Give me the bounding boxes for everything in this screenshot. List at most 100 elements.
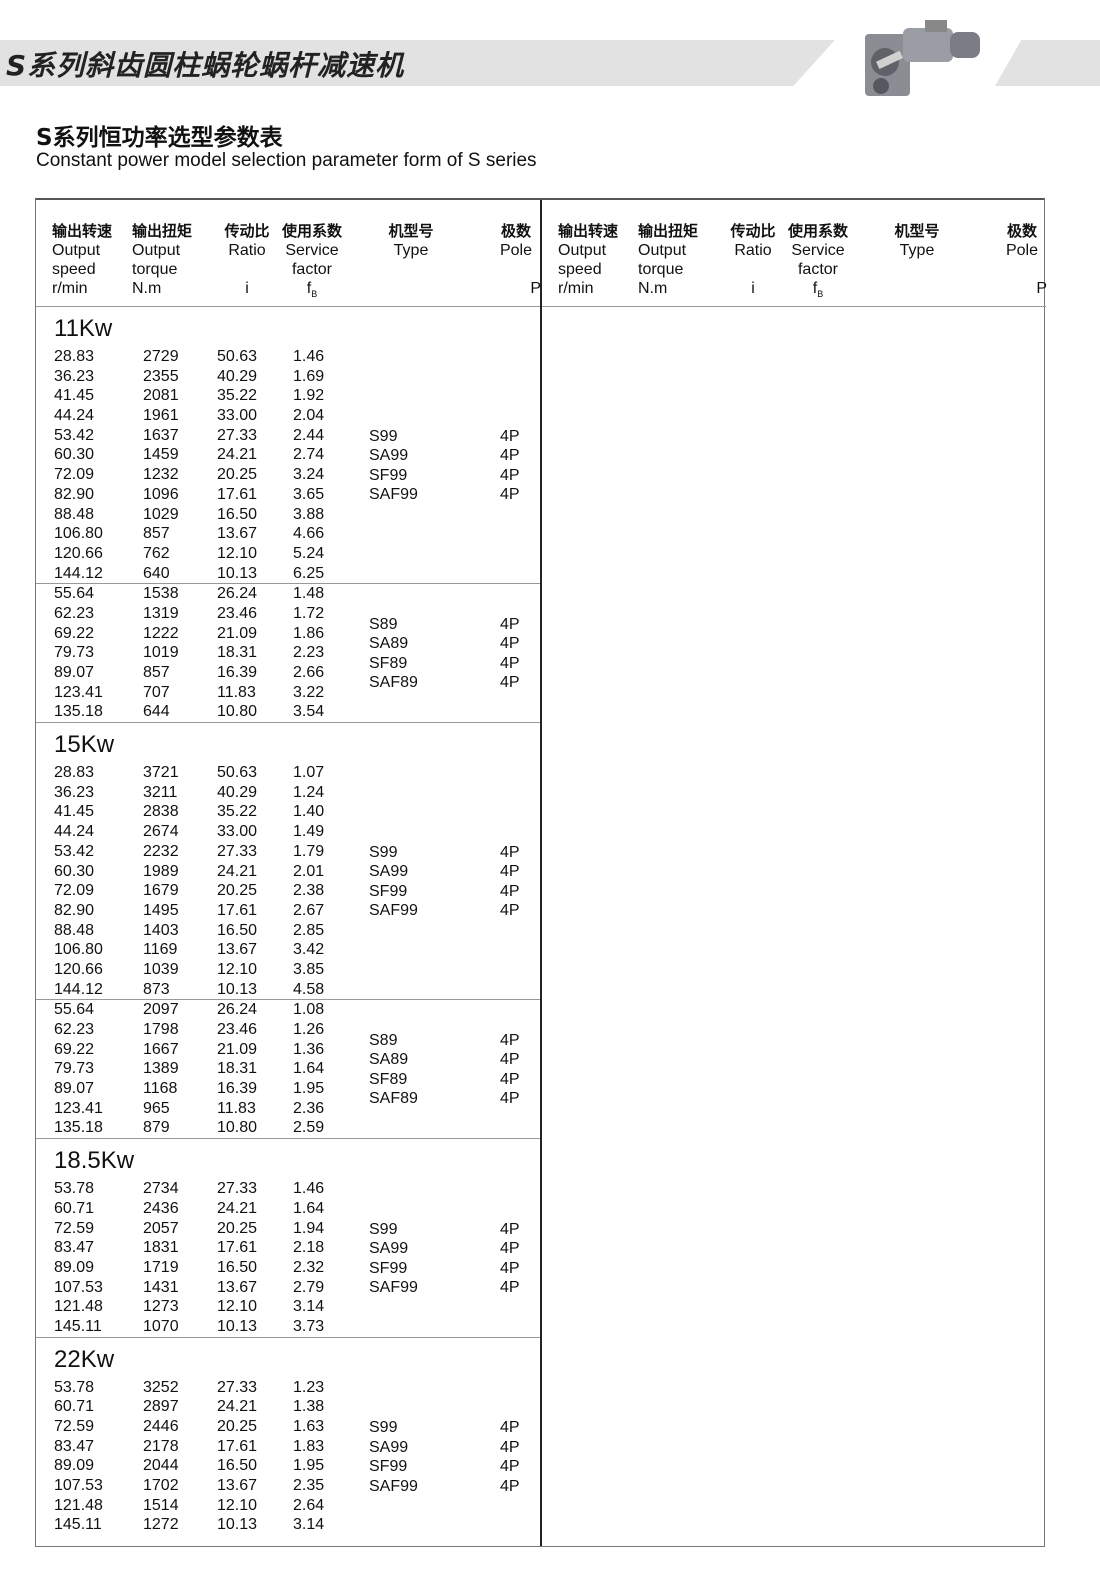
cell-factor: 2.01 (293, 862, 325, 880)
cell-speed: 53.42 (54, 426, 95, 444)
cell-ratio: 40.29 (217, 367, 258, 385)
cell-speed: 69.22 (54, 1040, 95, 1058)
table-row: 107.53 1702 13.67 2.35 (36, 1476, 540, 1496)
section-title: 18.5Kw (54, 1147, 135, 1175)
cell-speed: 123.41 (54, 683, 103, 701)
model-type: SA99 (369, 1240, 409, 1258)
cell-speed: 123.41 (54, 1099, 103, 1117)
cell-factor: 2.67 (293, 901, 325, 919)
cell-torque: 879 (143, 1119, 170, 1137)
pole-value: 4P (500, 1031, 520, 1049)
model-type: SF99 (369, 1458, 408, 1476)
cell-factor: 1.64 (293, 1060, 325, 1078)
model-type: SA99 (369, 863, 409, 881)
cell-torque: 2355 (143, 367, 179, 385)
pole-value: 4P (500, 1438, 520, 1456)
cell-ratio: 16.50 (217, 921, 258, 939)
cell-ratio: 24.21 (217, 862, 258, 880)
cell-ratio: 20.25 (217, 1418, 258, 1435)
cell-factor: 1.83 (293, 1437, 325, 1455)
table-row: 72.09 1679 20.25 2.38 (36, 881, 540, 901)
cell-ratio: 50.63 (217, 764, 258, 782)
cell-ratio: 11.83 (217, 1099, 256, 1117)
pole-value: 4P (500, 902, 520, 920)
model-type: SA99 (369, 1438, 409, 1456)
cell-speed: 89.09 (54, 1457, 95, 1475)
cell-torque: 1222 (143, 624, 179, 642)
cell-ratio: 17.61 (217, 901, 258, 919)
table-row: 106.80 857 13.67 4.66 (36, 524, 540, 544)
cell-factor: 3.54 (293, 703, 325, 721)
cell-factor: 3.65 (293, 485, 325, 503)
model-poles: 4P 4P 4P 4P (500, 1031, 520, 1109)
cell-ratio: 12.10 (217, 1298, 258, 1316)
cell-ratio: 33.00 (217, 407, 258, 425)
header-en: N.m (638, 280, 668, 297)
table-row: 145.11 1272 10.13 3.14 (36, 1515, 540, 1535)
cell-speed: 53.42 (54, 842, 95, 860)
cell-speed: 44.24 (54, 407, 95, 425)
cell-torque: 857 (143, 525, 170, 543)
cell-torque: 2897 (143, 1398, 179, 1416)
model-poles: 4P 4P 4P 4P (500, 1220, 520, 1298)
cell-factor: 4.58 (293, 980, 325, 998)
cell-factor: 2.38 (293, 882, 325, 900)
cell-ratio: 17.61 (217, 1239, 258, 1257)
cell-torque: 965 (143, 1099, 170, 1117)
cell-speed: 72.09 (54, 882, 95, 900)
header-cn: 输出扭矩 (638, 222, 699, 240)
cell-torque: 1272 (143, 1516, 179, 1534)
model-type: SAF89 (369, 1090, 418, 1108)
table-row: 121.48 1273 12.10 3.14 (36, 1297, 540, 1317)
cell-ratio: 20.25 (217, 882, 258, 900)
pole-value: 4P (500, 674, 520, 692)
cell-torque: 1831 (143, 1239, 179, 1257)
cell-speed: 55.64 (54, 1001, 95, 1019)
header-speed: 输出转速 Output speed r/min (52, 222, 112, 298)
cell-speed: 89.07 (54, 664, 95, 681)
cell-speed: 69.22 (54, 624, 95, 642)
cell-ratio: 17.61 (217, 485, 258, 503)
model-types: S89 SA89 SF89 SAF89 (369, 615, 418, 693)
header-en: Service (285, 242, 339, 259)
cell-factor: 1.95 (293, 1457, 325, 1475)
table-row: 53.78 3252 27.33 1.23 (36, 1378, 540, 1398)
cell-factor: 3.14 (293, 1298, 325, 1316)
cell-factor: 2.64 (293, 1496, 325, 1514)
cell-ratio: 23.46 (217, 1021, 258, 1038)
cell-factor: 1.26 (293, 1021, 325, 1038)
header-en: N.m (132, 280, 162, 297)
cell-speed: 60.30 (54, 862, 95, 880)
header-cn: 输出转速 (52, 222, 113, 240)
cell-torque: 3721 (143, 764, 179, 782)
model-type: SAF99 (369, 1477, 418, 1495)
table-row: 60.71 2436 24.21 1.64 (36, 1199, 540, 1219)
table-row: 120.66 1039 12.10 3.85 (36, 960, 540, 980)
cell-speed: 36.23 (54, 783, 95, 801)
model-type: SF99 (369, 882, 408, 900)
page-title: S系列斜齿圆柱蜗轮蜗杆减速机 (6, 49, 405, 82)
cell-ratio: 23.46 (217, 604, 258, 622)
header-en (386, 279, 436, 298)
cell-torque: 1961 (143, 407, 179, 425)
header-ratio: 传动比 Ratio i (215, 222, 279, 298)
header-cn: 极数 (500, 222, 531, 240)
cell-speed: 60.30 (54, 446, 95, 464)
cell-speed: 72.59 (54, 1418, 95, 1435)
header-en: Ratio (734, 242, 772, 259)
header-ratio: 传动比 Ratio i (721, 222, 785, 298)
cell-factor: 2.35 (293, 1477, 325, 1495)
cell-torque: 1459 (143, 446, 179, 464)
cell-ratio: 50.63 (217, 348, 258, 365)
cell-torque: 873 (143, 980, 170, 998)
cell-factor: 2.18 (293, 1239, 325, 1257)
title-banner-tail (995, 40, 1100, 86)
cell-torque: 1389 (143, 1060, 179, 1078)
cell-torque: 1169 (143, 941, 178, 959)
pole-value: 4P (500, 1279, 520, 1297)
cell-speed: 55.64 (54, 585, 95, 603)
pole-value: 4P (500, 1259, 520, 1277)
header-en (386, 260, 436, 279)
table-row: 83.47 1831 17.61 2.18 (36, 1238, 540, 1258)
cell-speed: 28.83 (54, 348, 95, 365)
